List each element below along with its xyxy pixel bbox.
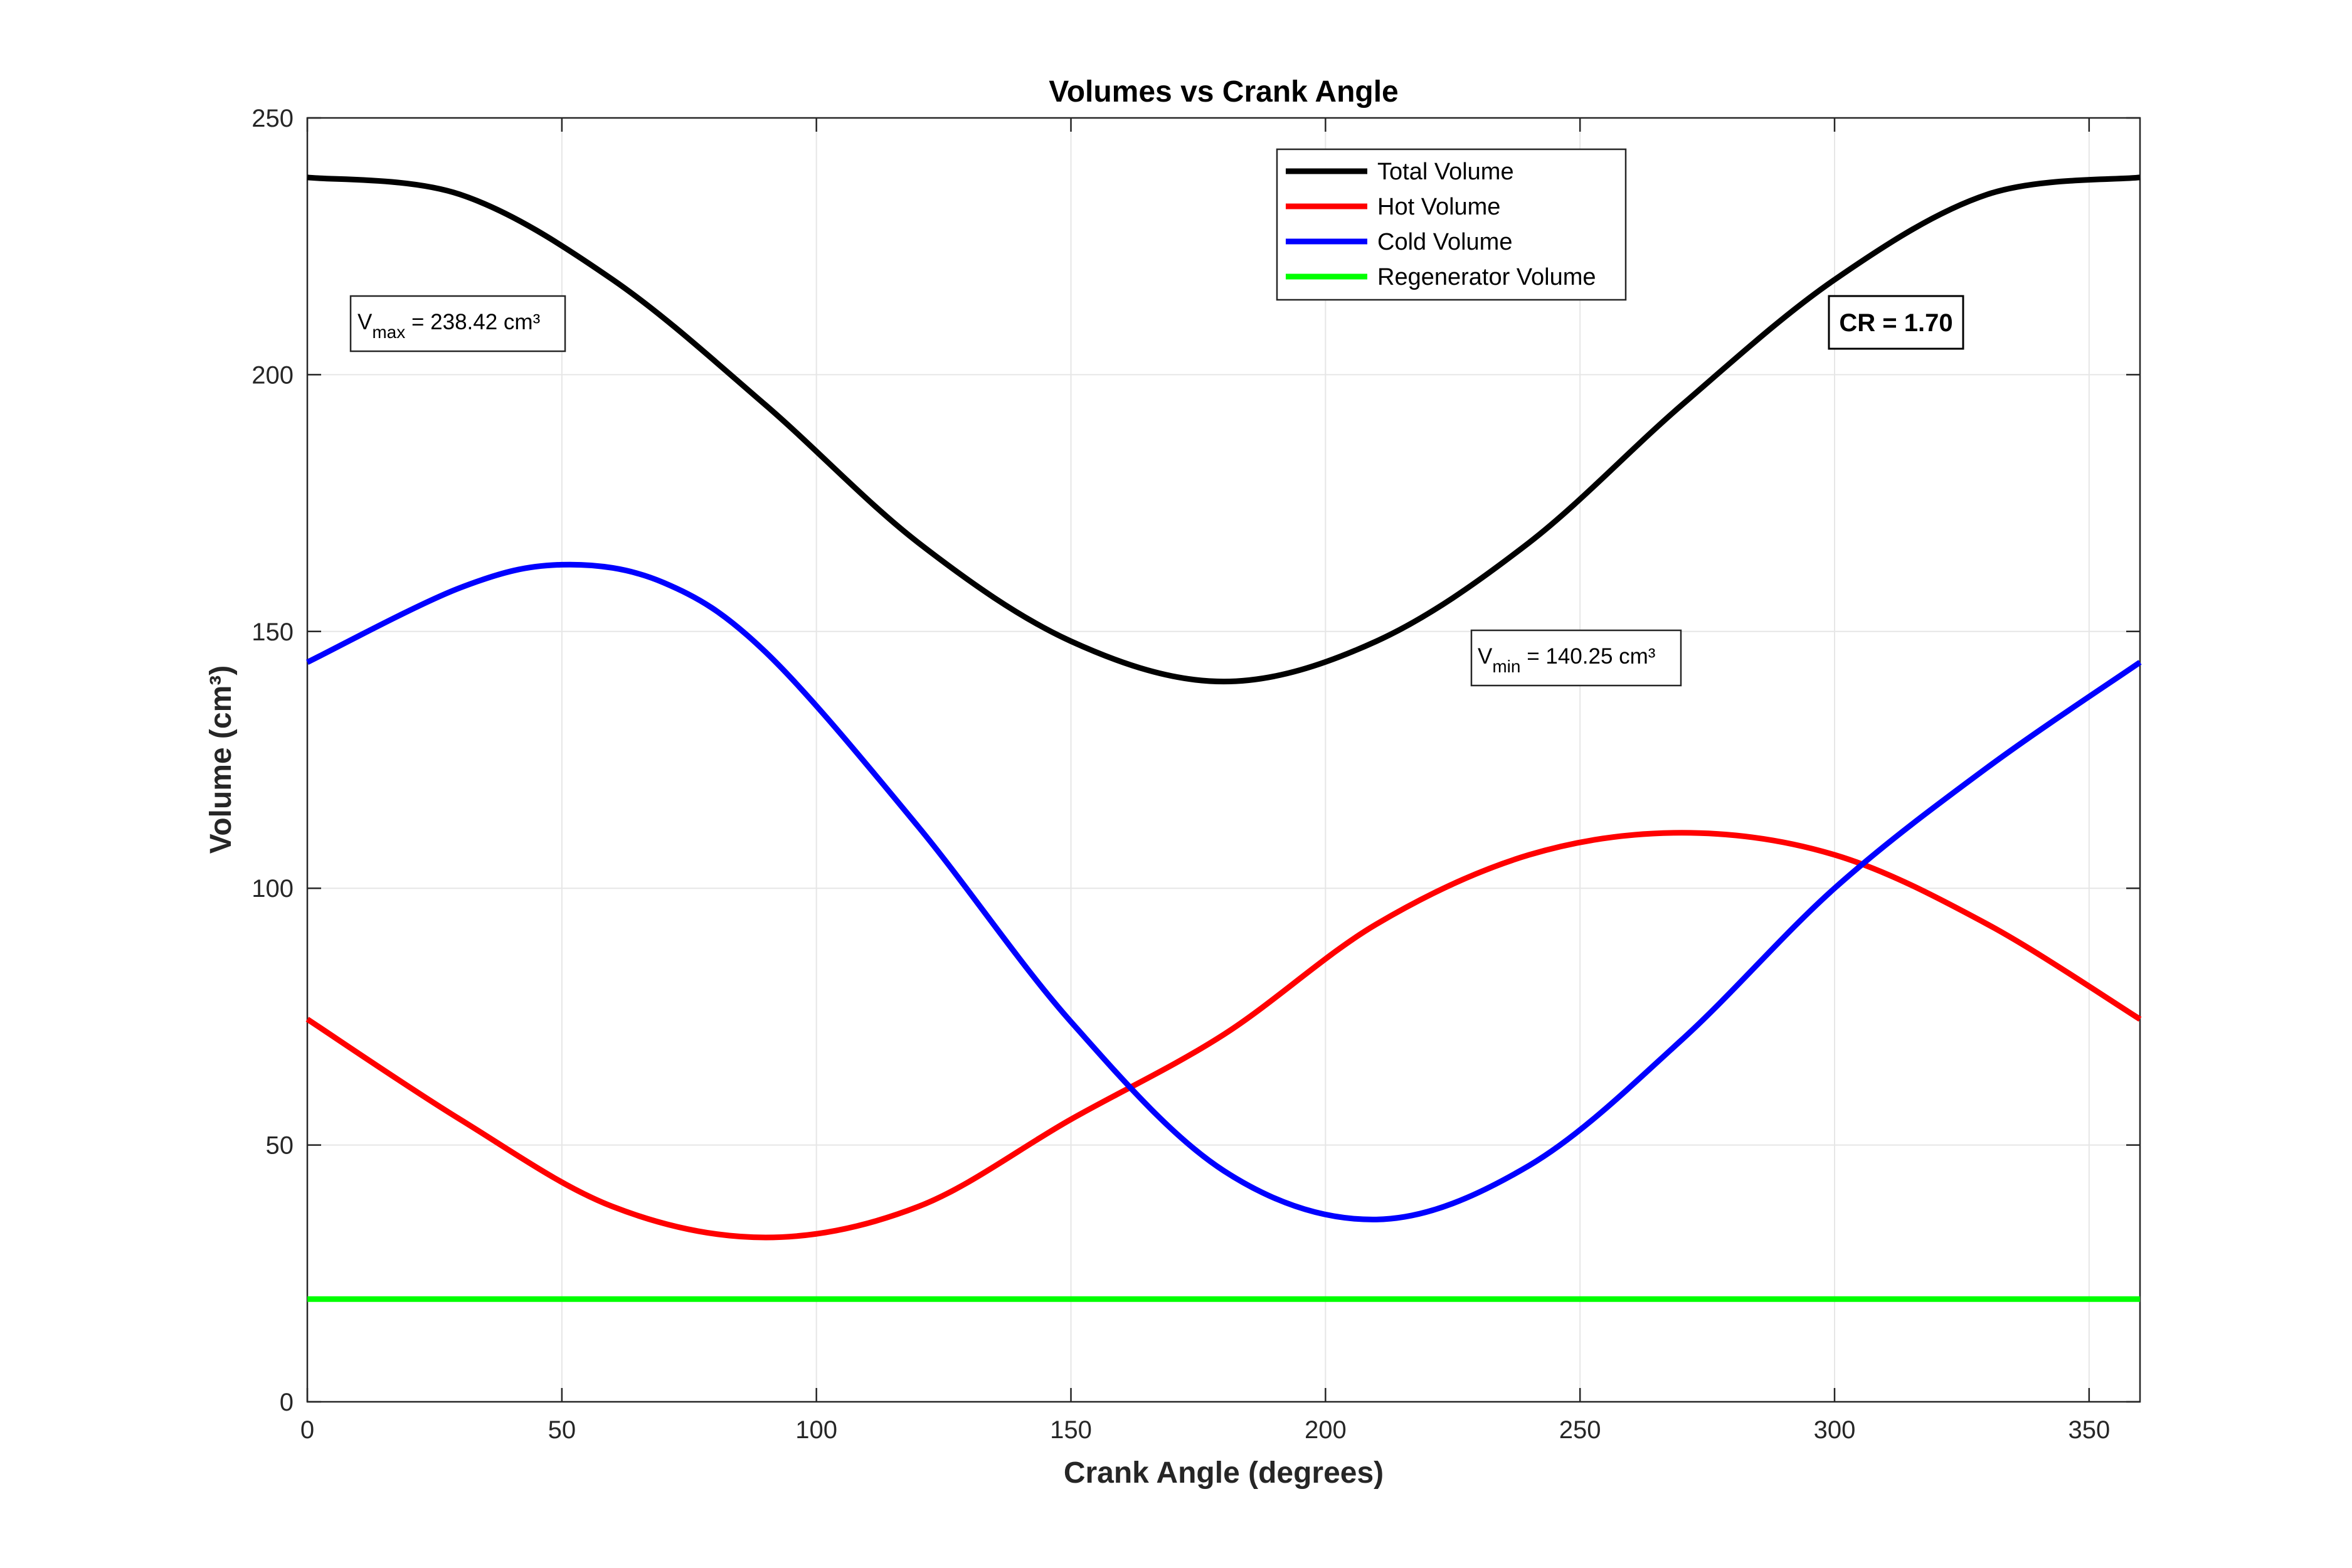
vmin-box: [1470, 629, 1682, 687]
y-tick-label: 100: [252, 875, 294, 903]
vmax-annotation: Vmax = 238.42 cm³: [349, 295, 566, 352]
axes-frame: [306, 117, 2141, 1403]
vmax-label: Vmax = 238.42 cm³: [358, 310, 540, 342]
x-tick-label: 350: [2068, 1416, 2110, 1444]
series-lines: [305, 174, 2142, 1302]
ticks: 0 50 100 150 200 250 300 350 0 50 100 150 200 250: [252, 105, 2140, 1444]
vmax-box: [349, 295, 566, 352]
regenerator-volume-legend-label: Regenerator Volume: [1377, 264, 1596, 290]
chart-title: Volumes vs Crank Angle: [1049, 75, 1399, 109]
y-axis-label: Volume (cm³): [204, 665, 238, 854]
y-tick-label: 150: [252, 618, 294, 646]
hot-volume-legend-label: Hot Volume: [1377, 194, 1500, 220]
y-tick-label: 0: [280, 1389, 294, 1416]
cr-box: [1828, 295, 1964, 350]
x-tick-label: 150: [1050, 1416, 1092, 1444]
total-volume-line: [307, 174, 2141, 685]
cr-annotation: CR = 1.70: [1828, 295, 1964, 350]
hot-volume-line: [305, 830, 2142, 1241]
legend: Total Volume Hot Volume Cold Volume Regener…: [1276, 148, 1627, 301]
total-volume-legend-label: Total Volume: [1377, 159, 1514, 185]
x-tick-label: 50: [548, 1416, 576, 1444]
x-tick-label: 0: [300, 1416, 314, 1444]
cr-label: CR = 1.70: [1839, 309, 1952, 337]
x-tick-label: 300: [1814, 1416, 1856, 1444]
vmin-annotation: Vmin = 140.25 cm³: [1470, 629, 1682, 687]
x-tick-label: 200: [1305, 1416, 1347, 1444]
vmin-label: Vmin = 140.25 cm³: [1478, 644, 1655, 676]
cold-volume-line: [306, 561, 2142, 1222]
x-tick-label: 100: [795, 1416, 837, 1444]
x-axis-label: Crank Angle (degrees): [1064, 1456, 1384, 1490]
y-tick-label: 250: [252, 105, 294, 132]
y-tick-label: 50: [266, 1132, 294, 1160]
x-tick-label: 250: [1559, 1416, 1601, 1444]
y-tick-label: 200: [252, 361, 294, 389]
cold-volume-legend-label: Cold Volume: [1377, 229, 1512, 255]
